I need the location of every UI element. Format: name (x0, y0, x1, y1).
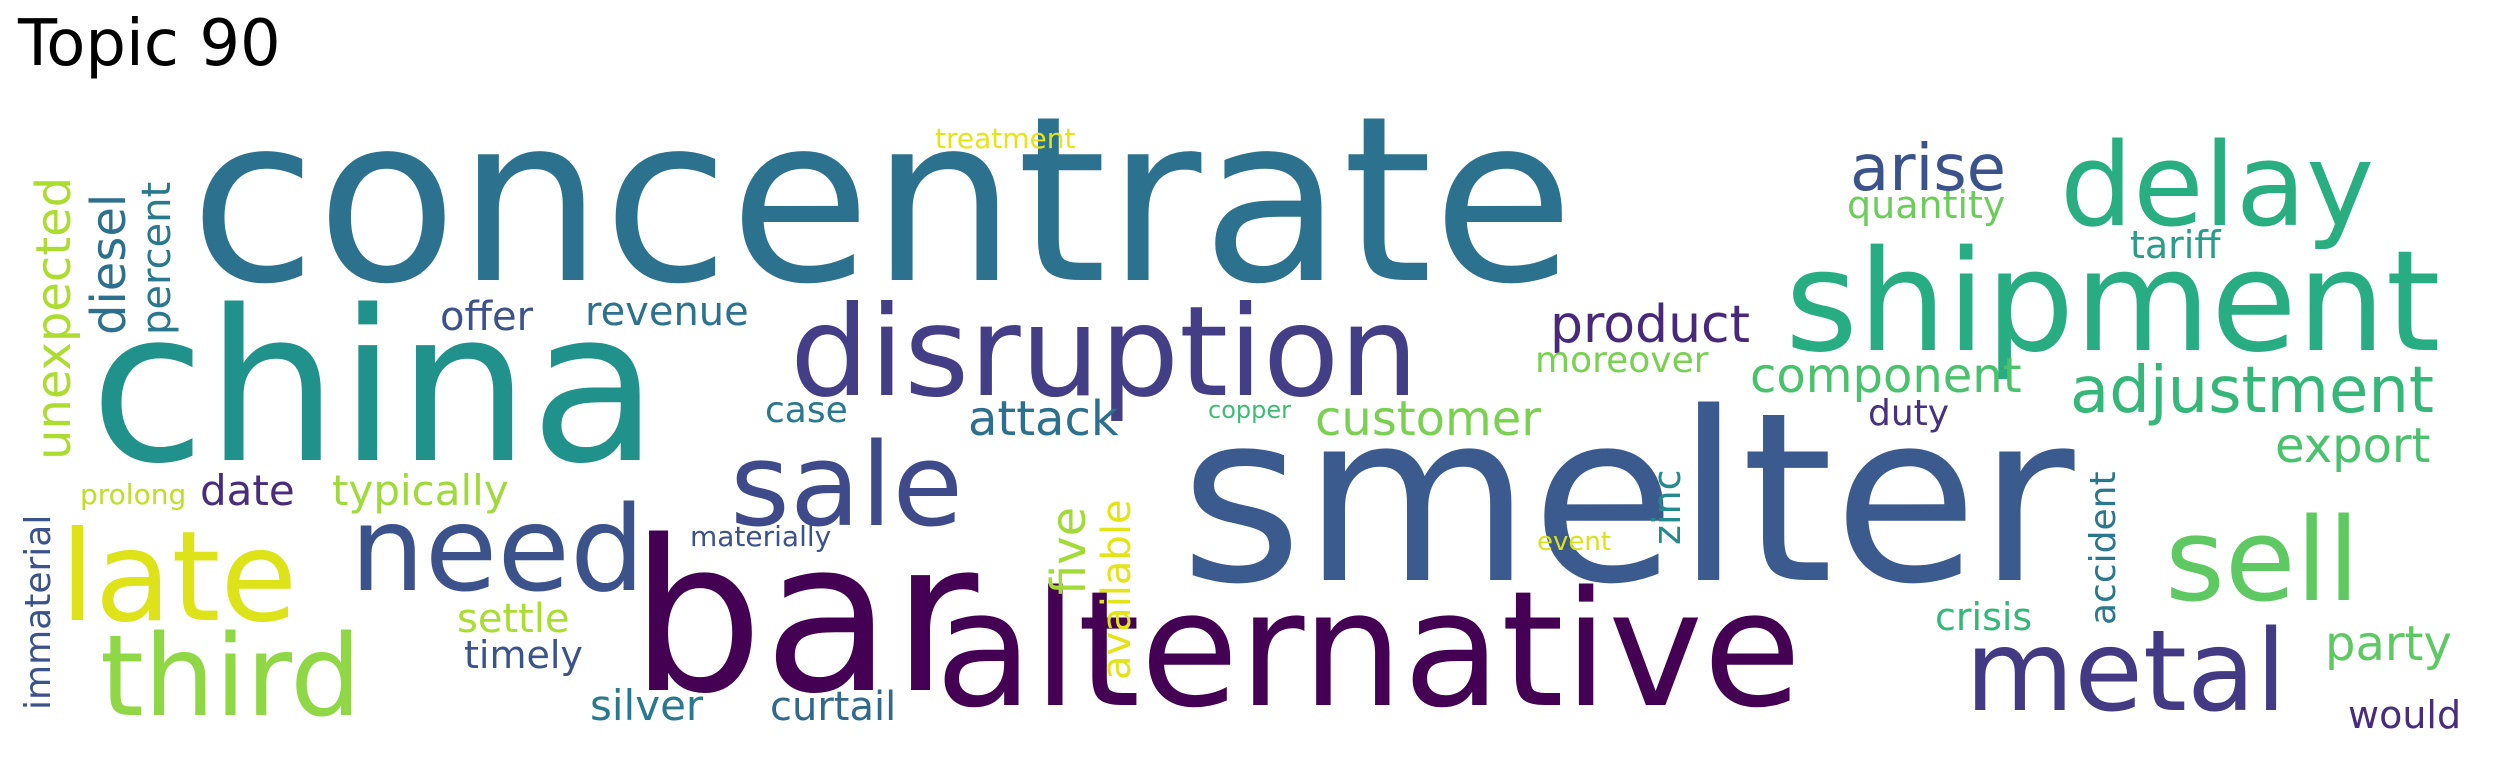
word-revenue: revenue (585, 289, 749, 335)
word-copper: copper (1208, 396, 1291, 424)
word-adjustment: adjustment (2070, 354, 2434, 428)
word-unexpected: unexpected (26, 177, 82, 460)
word-case: case (765, 390, 848, 431)
word-would: would (2348, 693, 2461, 737)
word-metal: metal (1965, 607, 2287, 737)
word-event: event (1537, 527, 1611, 557)
word-zinc: zinc (1645, 470, 1689, 545)
word-date: date (200, 466, 295, 515)
word-customer: customer (1315, 391, 1541, 447)
word-crisis: crisis (1935, 595, 2032, 639)
word-alternative: alternative (935, 556, 1801, 743)
word-offer: offer (440, 294, 534, 340)
word-export: export (2275, 418, 2430, 474)
word-need: need (350, 480, 645, 618)
word-diesel: diesel (81, 194, 137, 335)
word-moreover: moreover (1535, 340, 1709, 381)
word-available: available (1094, 499, 1140, 680)
word-curtail: curtail (770, 684, 896, 730)
word-product: product (1550, 295, 1750, 355)
word-immaterial: immaterial (18, 515, 59, 710)
word-disruption: disruption (790, 280, 1419, 425)
word-quantity: quantity (1847, 183, 2005, 227)
word-shipment: shipment (1785, 221, 2441, 384)
word-sale: sale (730, 419, 963, 553)
word-arise: arise (1850, 132, 2006, 206)
word-settle: settle (457, 596, 570, 642)
word-typically: typically (332, 466, 509, 515)
word-materially: materially (690, 520, 831, 553)
word-duty: duty (1868, 393, 1949, 434)
page-title: Topic 90 (18, 7, 281, 81)
word-attack: attack (968, 391, 1119, 447)
word-timely: timely (464, 633, 583, 677)
word-china: china (90, 265, 659, 510)
word-bar: bar (630, 495, 979, 740)
word-late: late (60, 505, 297, 650)
word-accident: accident (2083, 471, 2124, 625)
word-third: third (100, 612, 361, 742)
word-tariff: tariff (2130, 223, 2221, 267)
word-silver: silver (590, 681, 704, 730)
word-smelter: smelter (1180, 363, 2075, 636)
word-treatment: treatment (935, 122, 1075, 155)
word-concentrate: concentrate (190, 68, 1574, 335)
word-party: party (2325, 616, 2452, 672)
word-prolong: prolong (80, 478, 186, 511)
word-component: component (1750, 348, 2022, 404)
word-delay: delay (2060, 119, 2374, 253)
word-percent: percent (134, 182, 180, 335)
word-five: five (1041, 507, 1097, 595)
word-sell: sell (2165, 494, 2360, 628)
